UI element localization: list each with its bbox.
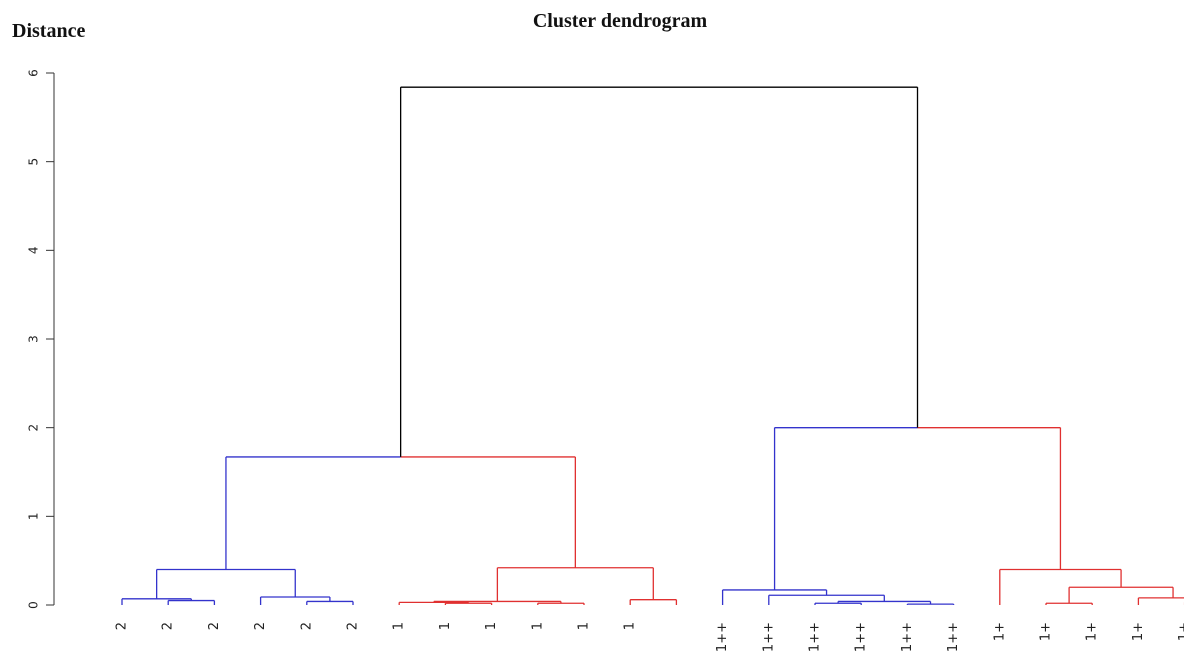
leaf-label: 1 [577,622,592,630]
dendrogram-branches [121,86,1184,605]
leaf-label: 1+ [1131,622,1146,641]
y-tick-label: 2 [27,424,41,432]
leaf-label: 2 [115,622,130,630]
y-tick-label: 0 [27,601,41,609]
leaf-labels: 2 2 2 2 2 2 1 1 1 1 1 1 1++ 1++ 1++ 1++ 1++ 1++ 1+ 1+ 1+ 1+ 1+… [115,622,1184,652]
y-tick-label: 5 [27,158,41,166]
y-tick-label: 3 [27,335,41,343]
leaf-label: 2 [161,622,176,630]
leaf-label: 1+ [1085,622,1100,641]
leaf-label: 1++ [715,622,730,652]
y-axis-title: Distance [12,20,86,42]
leaf-label: 1 [392,622,407,630]
leaf-label: 2 [299,622,314,630]
leaf-label: 2 [346,622,361,630]
leaf-label: 1 [438,622,453,630]
y-tick-label: 4 [27,247,41,255]
leaf-label: 1 [623,622,638,630]
y-tick-label: 1 [27,513,41,521]
leaf-label: 1++ [900,622,915,652]
leaf-label: 2 [253,622,268,630]
chart-title: Cluster dendrogram [532,10,708,32]
leaf-label: 2 [207,622,222,630]
leaf-label: 1++ [946,622,961,652]
leaf-label: 1++ [808,622,823,652]
leaf-label: 1+ [1177,622,1184,641]
y-tick-label: 6 [27,69,41,77]
y-axis: 0 1 2 3 4 5 6 [27,69,55,609]
leaf-label: 1+ [992,622,1007,641]
leaf-label: 1++ [761,622,776,652]
leaf-label: 1++ [854,622,869,652]
leaf-label: 1 [530,622,545,630]
leaf-label: 1 [484,622,499,630]
leaf-label: 1+ [1039,622,1054,641]
